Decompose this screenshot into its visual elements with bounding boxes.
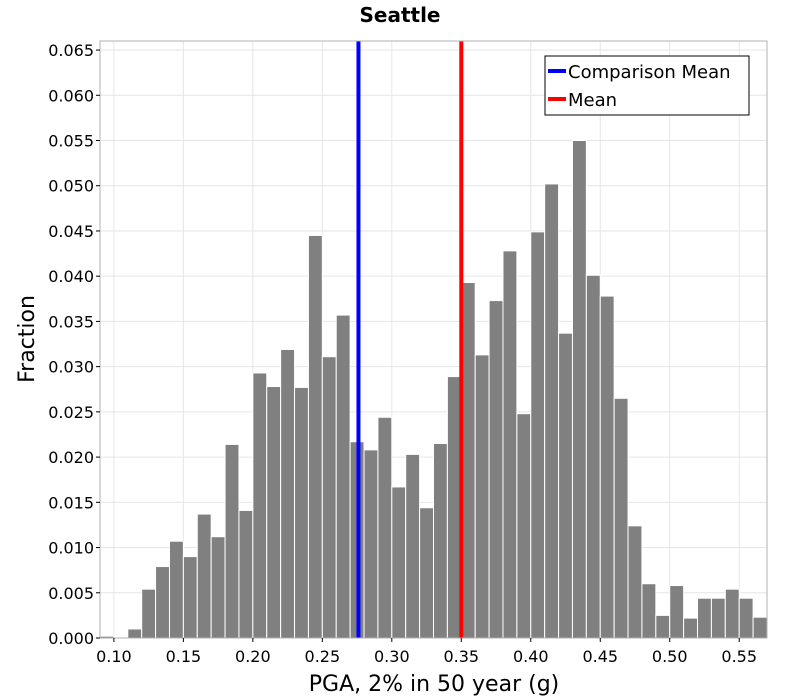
histogram-bar: [558, 332, 573, 639]
histogram-bar: [683, 617, 699, 639]
histogram-bar: [196, 513, 212, 639]
x-tick-label: 0.25: [305, 647, 341, 666]
legend-box: [544, 55, 750, 116]
histogram-bar: [738, 597, 754, 639]
x-tick-label: 0.50: [652, 647, 688, 666]
histogram-bar: [391, 486, 407, 639]
histogram-bar: [377, 416, 393, 639]
x-tick-label: 0.15: [166, 647, 202, 666]
plot-border: [99, 40, 768, 639]
histogram-bar: [266, 386, 282, 639]
histogram-bar: [182, 556, 198, 639]
y-tick-label: 0.000: [48, 629, 94, 648]
histogram-bar: [280, 348, 296, 639]
histogram-bar: [669, 585, 685, 639]
histogram-bar: [238, 509, 254, 639]
histogram-bar: [224, 443, 240, 639]
x-tick-label: 0.10: [96, 647, 132, 666]
histogram-bar: [294, 386, 309, 639]
histogram-bar: [544, 183, 560, 639]
y-tick-label: 0.035: [48, 312, 94, 331]
legend-label-mean: Mean: [568, 90, 617, 111]
x-axis-label: PGA, 2% in 50 year (g): [309, 672, 560, 697]
y-tick-label: 0.060: [48, 86, 94, 105]
x-tick-label: 0.30: [374, 647, 410, 666]
x-tick-label: 0.55: [721, 647, 757, 666]
histogram-bar: [724, 588, 740, 639]
histogram-bar: [613, 397, 629, 639]
histogram-bar: [127, 628, 143, 639]
x-tick-label: 0.20: [235, 647, 271, 666]
y-tick-label: 0.055: [48, 132, 94, 151]
y-tick-label: 0.030: [48, 358, 94, 377]
y-tick-label: 0.040: [48, 267, 94, 286]
y-tick-label: 0.045: [48, 222, 94, 241]
histogram-bar: [627, 525, 643, 639]
histogram-bar: [697, 597, 712, 639]
histogram-bar: [460, 282, 476, 639]
histogram-bar: [155, 566, 170, 639]
histogram-bar: [655, 614, 671, 639]
histogram-bar: [252, 372, 268, 639]
histogram-bar: [599, 295, 615, 639]
histogram-bar: [474, 354, 490, 639]
x-tick-label: 0.45: [582, 647, 618, 666]
histogram-bar: [405, 453, 421, 639]
y-tick-label: 0.015: [48, 493, 94, 512]
histogram-bar: [168, 540, 184, 639]
histogram-bar: [433, 443, 448, 639]
mean-lines: [356, 41, 464, 638]
legend-label-comparison-mean: Comparison Mean: [568, 62, 731, 83]
legend: Comparison Mean Mean: [544, 55, 750, 116]
y-tick-label: 0.050: [48, 177, 94, 196]
histogram-bar: [530, 231, 546, 639]
histogram-bar: [210, 536, 226, 639]
y-tick-label: 0.020: [48, 448, 94, 467]
histogram-bar: [363, 449, 379, 639]
y-axis-ticks: 0.000 0.005 0.010 0.015 0.020 0.025 0.030 0.035…: [48, 41, 100, 648]
y-tick-label: 0.005: [48, 584, 94, 603]
histogram-bar: [488, 300, 504, 639]
histogram-bar: [752, 616, 768, 639]
y-tick-label: 0.025: [48, 403, 94, 422]
histogram-bar: [335, 314, 351, 639]
chart-title: Seattle: [359, 3, 440, 27]
y-tick-label: 0.010: [48, 539, 94, 558]
histogram-bar: [141, 588, 157, 639]
y-axis-label: Fraction: [15, 295, 40, 383]
histogram-bar: [502, 250, 518, 639]
x-tick-label: 0.35: [443, 647, 479, 666]
x-axis-ticks: 0.10 0.15 0.20 0.25 0.30 0.35 0.40 0.45 0.50 0.55: [96, 638, 757, 666]
x-tick-label: 0.40: [513, 647, 549, 666]
histogram-bar: [419, 507, 434, 639]
histogram-bar: [571, 140, 587, 639]
y-tick-label: 0.065: [48, 41, 94, 60]
histogram-bar: [516, 413, 532, 639]
histogram-bar: [446, 376, 462, 639]
histogram-bar: [321, 356, 337, 639]
histogram-bar: [307, 234, 323, 639]
histogram-bar: [585, 274, 601, 639]
histogram-bar: [710, 597, 726, 639]
histogram-bar: [641, 583, 657, 639]
